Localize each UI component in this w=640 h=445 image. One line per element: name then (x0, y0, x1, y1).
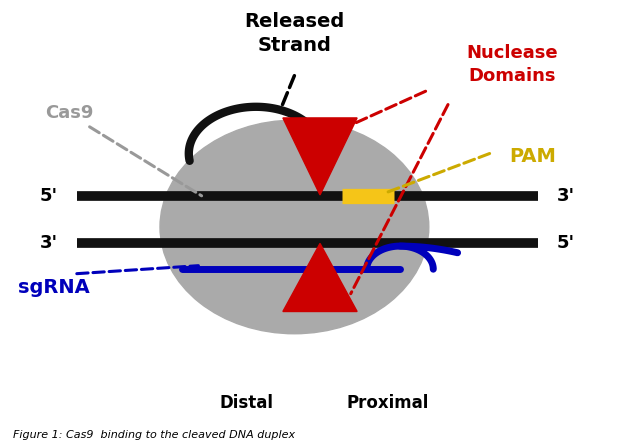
Text: sgRNA: sgRNA (18, 278, 90, 296)
Text: 5': 5' (40, 187, 58, 205)
Text: 3': 3' (557, 187, 575, 205)
Ellipse shape (160, 120, 429, 334)
Text: Cas9: Cas9 (45, 105, 93, 122)
Text: PAM: PAM (509, 147, 556, 166)
Text: Nuclease
Domains: Nuclease Domains (466, 44, 558, 85)
Text: 5': 5' (557, 234, 575, 251)
Polygon shape (283, 118, 357, 195)
Text: Proximal: Proximal (346, 394, 428, 412)
Text: 3': 3' (40, 234, 58, 251)
Text: Released
Strand: Released Strand (244, 12, 344, 55)
Polygon shape (283, 243, 357, 312)
Text: Figure 1: Cas9  binding to the cleaved DNA duplex: Figure 1: Cas9 binding to the cleaved DN… (13, 430, 295, 440)
Text: Distal: Distal (220, 394, 273, 412)
